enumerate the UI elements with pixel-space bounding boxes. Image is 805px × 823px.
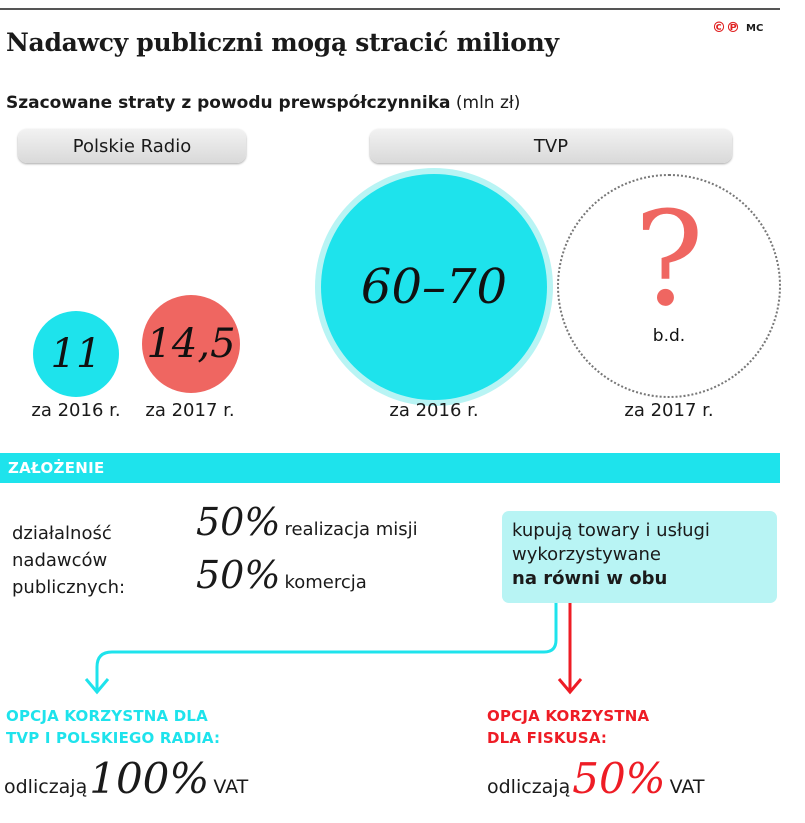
assumption-header: ZAŁOŻENIE [0, 453, 780, 483]
deduct-verb: odliczają [4, 776, 88, 798]
cyan-arrowhead-icon [84, 678, 110, 695]
red-arrowhead-icon [557, 678, 583, 695]
deduct-percent: 50% [572, 754, 666, 803]
deduct-verb: odliczają [487, 776, 571, 798]
split-percent: 50% [196, 500, 281, 544]
publisher-logo: ©℗ MC [712, 20, 763, 36]
option-title-line: OPCJA KORZYSTNA [487, 707, 650, 725]
split-percent: 50% [196, 553, 281, 597]
top-rule [0, 8, 780, 10]
cyan-connector-line [95, 603, 558, 690]
subtitle-bold: Szacowane straty z powodu prewspółczynni… [6, 93, 451, 113]
bubble-tvp-2017-unknown: ? b.d. [557, 174, 781, 398]
caption-tvp-2016: za 2016 r. [389, 400, 479, 421]
split-mission: 50% realizacja misji [196, 500, 418, 544]
copyright-icon: ©℗ [712, 20, 740, 36]
deduct-suffix: VAT [669, 776, 705, 798]
subtitle-unit: (mln zł) [455, 93, 521, 113]
box-line: wykorzystywane [512, 544, 661, 565]
option-title-line: DLA FISKUSA: [487, 729, 608, 747]
bubble-value: 11 [50, 331, 102, 377]
option-broadcasters-deduction: odliczają 100% VAT [4, 754, 248, 803]
split-label: komercja [284, 572, 367, 593]
assumption-header-label: ZAŁOŻENIE [8, 459, 105, 477]
option-fiscus-title: OPCJA KORZYSTNA DLA FISKUSA: [487, 705, 649, 749]
author-initials: MC [746, 22, 764, 34]
bubble-tvp-2016: 60–70 [321, 174, 547, 400]
split-label: realizacja misji [284, 519, 418, 540]
group-label-tvp: TVP [370, 129, 732, 163]
no-data-note: b.d. [652, 326, 686, 346]
bubble-pr-2016: 11 [33, 311, 119, 397]
bubble-pr-2017: 14,5 [142, 295, 240, 393]
option-broadcasters-title: OPCJA KORZYSTNA DLA TVP I POLSKIEGO RADI… [6, 705, 220, 749]
activity-label: działalność nadawców publicznych: [12, 520, 125, 601]
page-title: Nadawcy publiczni mogą stracić miliony [6, 28, 559, 57]
purchases-box: kupują towary i usługi wykorzystywane na… [502, 511, 777, 603]
group-label-polskie-radio: Polskie Radio [18, 129, 246, 163]
deduct-suffix: VAT [213, 776, 249, 798]
deduct-percent: 100% [89, 754, 210, 803]
activity-line: działalność [12, 523, 112, 544]
box-line: kupują towary i usługi [512, 520, 710, 541]
option-title-line: TVP I POLSKIEGO RADIA: [6, 729, 221, 747]
option-title-line: OPCJA KORZYSTNA DLA [6, 707, 208, 725]
box-bold-line: na równi w obu [512, 568, 668, 589]
caption-tvp-2017: za 2017 r. [624, 400, 714, 421]
chart-subtitle: Szacowane straty z powodu prewspółczynni… [6, 93, 520, 113]
activity-line: publicznych: [12, 577, 126, 598]
question-mark: ? [634, 183, 704, 335]
activity-line: nadawców [12, 550, 108, 571]
bubble-value: 60–70 [360, 259, 508, 315]
split-commercial: 50% komercja [196, 553, 367, 597]
caption-pr-2017: za 2017 r. [145, 400, 235, 421]
bubble-value: 14,5 [146, 321, 236, 367]
caption-pr-2016: za 2016 r. [31, 400, 121, 421]
option-fiscus-deduction: odliczają 50% VAT [487, 754, 705, 803]
